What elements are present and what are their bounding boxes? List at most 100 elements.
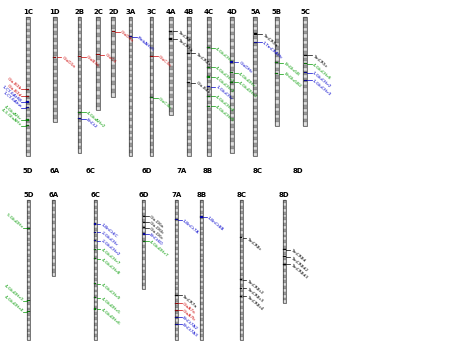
Bar [240, 222, 243, 225]
Bar [275, 42, 279, 46]
Bar [303, 38, 307, 41]
Bar [240, 279, 242, 280]
Bar [94, 228, 97, 231]
Bar [207, 73, 210, 76]
Bar [96, 41, 100, 45]
Bar [230, 78, 234, 81]
Text: 1-BnCt6C: 1-BnCt6C [100, 222, 118, 239]
Bar [53, 204, 55, 207]
Bar [275, 64, 279, 68]
Bar [175, 290, 178, 293]
Text: 4-GluDHv6: 4-GluDHv6 [100, 307, 120, 326]
Bar [143, 248, 146, 251]
Bar [78, 58, 82, 61]
Bar [253, 99, 257, 103]
Bar [150, 80, 154, 83]
Bar [26, 72, 29, 75]
Bar [53, 98, 56, 101]
Bar [128, 105, 132, 109]
Bar [78, 82, 82, 85]
Bar [128, 121, 132, 125]
Bar [275, 108, 279, 111]
Bar [230, 92, 234, 96]
Bar [303, 80, 307, 81]
Bar [128, 93, 132, 96]
Bar [283, 256, 286, 257]
Bar [169, 73, 173, 77]
Bar [253, 112, 257, 115]
Bar [128, 153, 132, 156]
Bar [53, 70, 56, 73]
Bar [26, 69, 29, 72]
Bar [200, 230, 203, 233]
Bar [128, 49, 132, 52]
Bar [27, 219, 30, 222]
Bar [303, 55, 307, 58]
Bar [96, 48, 100, 52]
Bar [230, 89, 234, 92]
Bar [53, 262, 55, 266]
Bar [53, 214, 55, 217]
Bar [53, 252, 55, 256]
Bar [96, 52, 100, 56]
Bar [230, 21, 234, 24]
Bar [94, 256, 97, 259]
Bar [94, 306, 97, 309]
Bar [200, 305, 203, 307]
Text: 4A: 4A [166, 9, 176, 15]
Bar [240, 253, 243, 256]
Bar [26, 89, 29, 90]
Bar [128, 62, 132, 65]
Bar [143, 213, 146, 216]
Bar [303, 95, 307, 99]
Bar [150, 87, 154, 90]
Bar [169, 63, 173, 66]
Bar [240, 217, 243, 220]
Bar [78, 105, 82, 109]
Bar [111, 61, 115, 65]
Bar [150, 118, 154, 121]
Bar [253, 33, 257, 36]
Bar [275, 46, 279, 50]
Bar [253, 147, 257, 150]
Bar [240, 334, 243, 337]
Bar [78, 149, 82, 153]
Bar [303, 119, 307, 122]
Text: 1-BnCt8B: 1-BnCt8B [206, 216, 224, 232]
Bar [275, 68, 279, 72]
Bar [240, 200, 243, 203]
Bar [128, 27, 132, 30]
Bar [27, 283, 30, 286]
Bar [94, 200, 97, 340]
Bar [26, 153, 29, 156]
Bar [150, 100, 154, 104]
Bar [283, 238, 286, 240]
Bar [275, 97, 279, 100]
Bar [303, 75, 307, 78]
Bar [230, 113, 234, 117]
Bar [128, 36, 132, 40]
Bar [240, 256, 243, 259]
Text: 8B: 8B [197, 192, 207, 198]
Bar [150, 76, 154, 80]
Bar [26, 96, 29, 99]
Bar [94, 217, 97, 220]
Bar [240, 318, 243, 320]
Bar [200, 222, 203, 224]
Text: TmCR5a: TmCR5a [261, 32, 278, 47]
Bar [128, 21, 132, 24]
Bar [78, 68, 82, 72]
Bar [187, 57, 191, 60]
Bar [200, 300, 203, 302]
Bar [27, 297, 30, 300]
Text: GluC3b: GluC3b [157, 96, 172, 109]
Bar [253, 58, 257, 62]
Bar [187, 133, 191, 136]
Bar [275, 72, 279, 75]
Bar [283, 243, 286, 246]
Bar [96, 95, 100, 99]
Bar [78, 132, 82, 136]
Bar [187, 27, 191, 31]
Bar [200, 316, 203, 318]
Bar [283, 235, 286, 238]
